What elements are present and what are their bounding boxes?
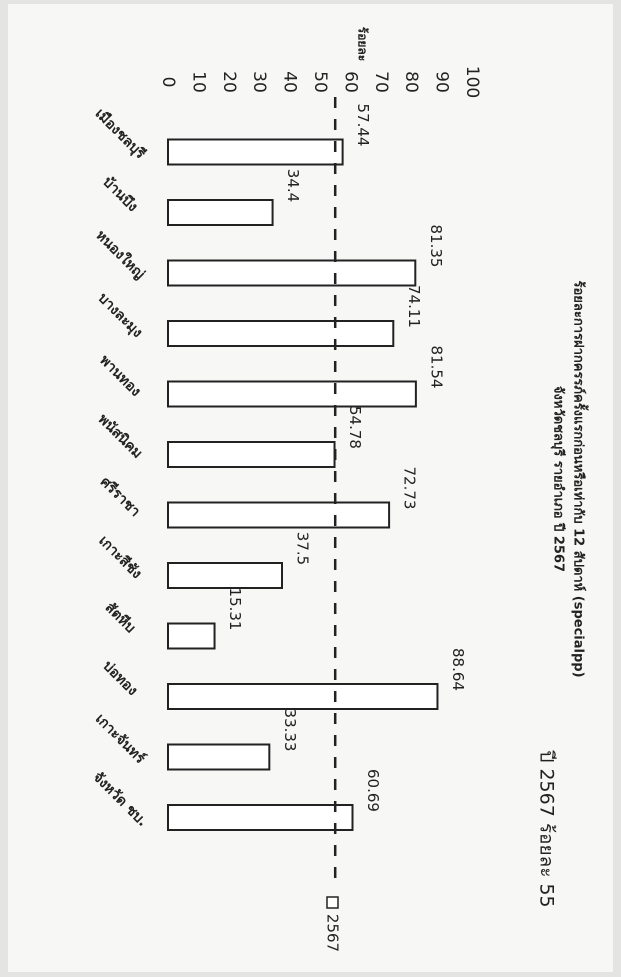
y-tick-label: 0: [158, 77, 178, 88]
legend: 2567: [324, 896, 342, 952]
data-label: 88.64: [449, 648, 467, 691]
category-label: บางละมุง: [95, 290, 146, 341]
scanned-paper: 0 10 20 30 40 50 60 70 80 90 100 ร้อยละร้อยละการฝาก…: [8, 4, 613, 972]
bar: [167, 259, 417, 287]
category-label: จังหวัด ชบ.: [90, 769, 151, 830]
category-label: หนองใหญ่: [92, 226, 149, 283]
bar: [167, 804, 354, 831]
category-label: พนัสนิคม: [95, 411, 146, 462]
y-tick-label: 20: [219, 71, 239, 93]
y-tick-label: 100: [462, 66, 482, 98]
bar: [167, 743, 271, 771]
category-label: ศรีราชา: [97, 474, 143, 520]
category-label: พานทอง: [96, 352, 144, 400]
bar: [167, 320, 395, 347]
y-tick-label: 30: [249, 71, 269, 93]
data-label: 74.11: [405, 285, 423, 328]
y-tick-label: 60: [340, 71, 360, 93]
legend-label: 2567: [324, 914, 342, 952]
data-label: 72.73: [401, 467, 419, 510]
data-label: 54.78: [346, 406, 364, 449]
bar: [167, 683, 439, 710]
y-axis-label: ร้อยละ: [356, 27, 370, 61]
category-label: เมืองชลบุรี: [92, 106, 149, 163]
target-annotation: ปี 2567 ร้อยละ 55: [536, 750, 558, 908]
bar: [167, 501, 391, 529]
data-label: 33.33: [281, 709, 299, 752]
bar: [167, 441, 336, 468]
chart-title: ร้อยละการฝากครรภ์ครั้งแรกก่อนหรือเท่ากับ…: [571, 280, 590, 677]
bar: [167, 622, 216, 650]
data-label: 81.35: [427, 225, 445, 268]
bar: [167, 562, 283, 589]
y-tick-label: 80: [401, 71, 421, 93]
y-tick-label: 40: [280, 71, 300, 93]
category-label: บ่อทอง: [100, 658, 141, 699]
y-tick-label: 90: [432, 71, 452, 93]
category-label: สัตหีบ: [102, 600, 139, 637]
bar-chart: 0 10 20 30 40 50 60 70 80 90 100 ร้อยละร้อยละการฝาก…: [90, 27, 590, 952]
category-label: บ้านบึง: [99, 173, 141, 215]
data-label: 81.54: [427, 346, 445, 389]
y-tick-label: 10: [188, 71, 208, 93]
legend-swatch: [326, 896, 339, 909]
category-label: เกาะสีชัง: [95, 533, 144, 582]
data-label: 34.4: [284, 169, 302, 202]
y-tick-label: 70: [371, 71, 391, 93]
data-label: 60.69: [364, 769, 382, 812]
data-label: 15.31: [226, 588, 244, 631]
category-label: เกาะจันทร์: [92, 710, 149, 767]
bar: [167, 199, 274, 226]
bar: [167, 380, 417, 408]
chart-subtitle: จังหวัดชลบุรี รายอำเภอ ปี 2567: [551, 386, 567, 572]
bar: [167, 138, 344, 166]
data-label: 57.44: [354, 104, 372, 147]
data-label: 37.5: [294, 532, 312, 565]
y-tick-label: 50: [310, 71, 330, 93]
